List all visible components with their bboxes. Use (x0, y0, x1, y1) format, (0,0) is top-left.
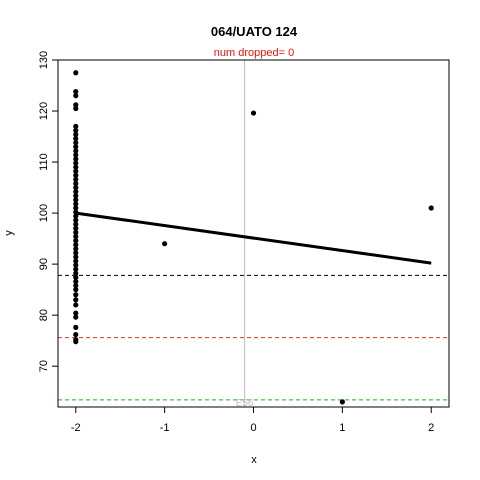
data-point (73, 127, 79, 134)
fit-line (75, 211, 432, 265)
data-point (73, 197, 79, 203)
data-point (73, 262, 79, 268)
data-point (73, 102, 79, 108)
y-tick-label: 80 (38, 309, 50, 321)
data-point (73, 193, 79, 199)
data-point (73, 258, 79, 264)
data-point (73, 164, 79, 170)
x-axis-label: x (251, 454, 257, 466)
chart-title: 064/UATO 124 (211, 24, 298, 39)
data-point (73, 314, 79, 320)
data-point (73, 254, 79, 260)
data-point (73, 131, 79, 138)
data-point (73, 70, 79, 76)
data-point (73, 250, 79, 256)
data-point (73, 297, 79, 303)
data-point (162, 241, 168, 247)
data-point (73, 331, 79, 338)
y-tick-label: 110 (38, 153, 50, 171)
data-point (339, 399, 345, 405)
x-tick-label: 2 (428, 422, 434, 434)
y-tick-label: 90 (38, 258, 50, 270)
data-point (73, 221, 79, 227)
data-point (73, 135, 79, 142)
data-point (73, 242, 79, 248)
data-point (73, 144, 79, 150)
data-point (73, 180, 79, 187)
data-point (73, 89, 79, 95)
x-tick-label: 0 (250, 422, 256, 434)
data-point (73, 282, 79, 289)
data-point (73, 278, 79, 285)
reference-lines: E56 (58, 60, 449, 409)
data-point (73, 140, 79, 146)
data-point (73, 213, 79, 219)
data-point (73, 168, 79, 174)
x-tick-label: -1 (160, 422, 170, 434)
data-point (73, 270, 79, 276)
data-point (73, 292, 79, 298)
data-point (73, 238, 79, 244)
data-point (73, 266, 79, 272)
data-point (73, 152, 79, 158)
y-tick-label: 120 (38, 102, 50, 120)
data-point (73, 274, 79, 280)
data-point (73, 189, 79, 195)
data-point (73, 287, 79, 293)
data-point (73, 160, 79, 166)
data-point (73, 217, 79, 223)
data-point (73, 225, 79, 231)
x-tick-label: 1 (339, 422, 345, 434)
data-point (73, 172, 79, 178)
data-point (73, 205, 79, 211)
data-point (73, 233, 79, 240)
data-point (73, 93, 79, 99)
data-point (73, 310, 79, 316)
x-tick-label: -2 (71, 422, 81, 434)
data-point (73, 123, 79, 129)
axes: -2 -1 0 1 2 70 80 90 100 110 120 130 (38, 51, 450, 434)
data-point (73, 229, 79, 236)
data-point (73, 302, 79, 308)
data-point (73, 324, 79, 330)
data-point (73, 339, 79, 345)
data-point (73, 246, 79, 252)
fit-line-layer (75, 211, 432, 265)
annotation-label: E56 (236, 398, 254, 409)
chart-subtitle: num dropped= 0 (214, 47, 294, 59)
data-point (73, 156, 79, 162)
data-point (73, 148, 79, 154)
data-points (73, 70, 434, 405)
data-point (250, 110, 257, 116)
y-tick-label: 70 (38, 360, 50, 372)
data-point (73, 105, 79, 112)
data-point (73, 184, 79, 191)
y-axis-label: y (3, 230, 15, 236)
data-point (73, 176, 79, 183)
y-tick-label: 100 (38, 204, 50, 222)
y-tick-label: 130 (38, 51, 50, 69)
data-point (428, 205, 434, 211)
data-point (73, 201, 79, 207)
